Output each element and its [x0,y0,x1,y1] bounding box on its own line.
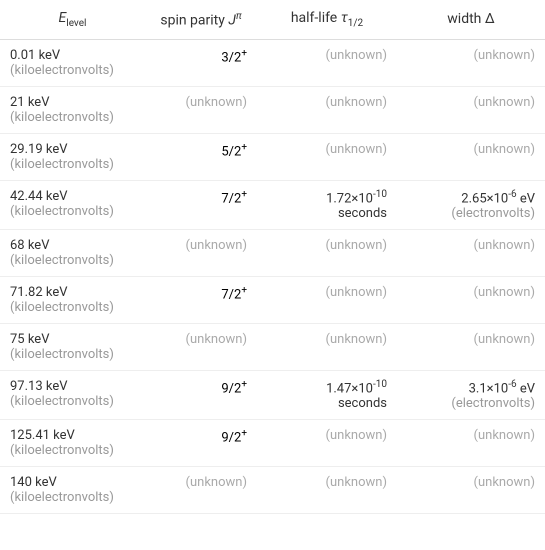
header-elevel: Elevel [0,0,145,39]
cell-width: (unknown) [397,324,545,371]
elevel-value: 97.13 keV [10,379,135,394]
cell-halflife: 1.72×10-10seconds [257,180,397,229]
elevel-unit: (kiloelectronvolts) [10,204,135,219]
cell-spin-parity: 7/2+ [145,277,257,324]
spin-superscript: + [241,189,247,200]
cell-elevel: 42.44 keV(kiloelectronvolts) [0,180,145,229]
cell-width: (unknown) [397,39,545,86]
spin-superscript: + [241,285,247,296]
cell-spin-parity: 5/2+ [145,133,257,180]
spin-superscript: + [241,379,247,390]
table-row: 75 keV(kiloelectronvolts)(unknown)(unkno… [0,324,545,371]
cell-elevel: 75 keV(kiloelectronvolts) [0,324,145,371]
halflife-value: 1.72×10-10 [267,189,387,206]
cell-halflife: (unknown) [257,277,397,324]
spin-value: 9/2 [221,381,241,396]
spin-value: 5/2 [221,144,241,159]
header-halflife: half-life τ1/2 [257,0,397,39]
width-unit: (electronvolts) [407,396,535,411]
spin-superscript: + [241,428,247,439]
cell-elevel: 125.41 keV(kiloelectronvolts) [0,420,145,467]
elevel-unit: (kiloelectronvolts) [10,110,135,125]
cell-elevel: 0.01 keV(kiloelectronvolts) [0,39,145,86]
cell-elevel: 21 keV(kiloelectronvolts) [0,86,145,133]
table-row: 21 keV(kiloelectronvolts)(unknown)(unkno… [0,86,545,133]
cell-width: (unknown) [397,133,545,180]
elevel-unit: (kiloelectronvolts) [10,443,135,458]
elevel-unit: (kiloelectronvolts) [10,490,135,505]
cell-elevel: 68 keV(kiloelectronvolts) [0,230,145,277]
header-width: width Δ [397,0,545,39]
header-spin-parity: spin parity Jπ [145,0,257,39]
elevel-value: 71.82 keV [10,285,135,300]
cell-spin-parity: 9/2+ [145,371,257,420]
spin-value: 7/2 [221,287,241,302]
cell-halflife: (unknown) [257,467,397,514]
cell-halflife: (unknown) [257,133,397,180]
spin-superscript: + [241,48,247,59]
spin-value: 3/2 [221,50,241,65]
table-row: 71.82 keV(kiloelectronvolts)7/2+(unknown… [0,277,545,324]
elevel-value: 68 keV [10,238,135,253]
elevel-value: 125.41 keV [10,428,135,443]
spin-superscript: + [241,142,247,153]
elevel-unit: (kiloelectronvolts) [10,253,135,268]
cell-spin-parity: (unknown) [145,324,257,371]
elevel-unit: (kiloelectronvolts) [10,157,135,172]
cell-halflife: (unknown) [257,230,397,277]
elevel-unit: (kiloelectronvolts) [10,347,135,362]
elevel-value: 75 keV [10,332,135,347]
spin-value: 9/2 [221,431,241,446]
cell-halflife: (unknown) [257,39,397,86]
cell-spin-parity: (unknown) [145,467,257,514]
cell-halflife: (unknown) [257,324,397,371]
table-row: 125.41 keV(kiloelectronvolts)9/2+(unknow… [0,420,545,467]
nuclear-levels-table: Elevel spin parity Jπ half-life τ1/2 wid… [0,0,545,514]
table-row: 42.44 keV(kiloelectronvolts)7/2+1.72×10-… [0,180,545,229]
elevel-unit: (kiloelectronvolts) [10,63,135,78]
width-unit: (electronvolts) [407,206,535,221]
elevel-unit: (kiloelectronvolts) [10,300,135,315]
width-value: 3.1×10-6 eV [407,379,535,396]
cell-spin-parity: 7/2+ [145,180,257,229]
elevel-value: 21 keV [10,95,135,110]
cell-spin-parity: 9/2+ [145,420,257,467]
table-row: 0.01 keV(kiloelectronvolts)3/2+(unknown)… [0,39,545,86]
elevel-value: 42.44 keV [10,189,135,204]
cell-elevel: 140 keV(kiloelectronvolts) [0,467,145,514]
cell-spin-parity: 3/2+ [145,39,257,86]
elevel-value: 0.01 keV [10,48,135,63]
cell-halflife: (unknown) [257,420,397,467]
elevel-unit: (kiloelectronvolts) [10,394,135,409]
cell-elevel: 97.13 keV(kiloelectronvolts) [0,371,145,420]
cell-width: (unknown) [397,230,545,277]
table-row: 68 keV(kiloelectronvolts)(unknown)(unkno… [0,230,545,277]
elevel-value: 29.19 keV [10,142,135,157]
halflife-unit: seconds [267,206,387,221]
table-row: 140 keV(kiloelectronvolts)(unknown)(unkn… [0,467,545,514]
table-row: 29.19 keV(kiloelectronvolts)5/2+(unknown… [0,133,545,180]
cell-width: 2.65×10-6 eV(electronvolts) [397,180,545,229]
cell-elevel: 71.82 keV(kiloelectronvolts) [0,277,145,324]
cell-width: (unknown) [397,277,545,324]
width-value: 2.65×10-6 eV [407,189,535,206]
cell-elevel: 29.19 keV(kiloelectronvolts) [0,133,145,180]
cell-spin-parity: (unknown) [145,86,257,133]
cell-width: (unknown) [397,86,545,133]
table-row: 97.13 keV(kiloelectronvolts)9/2+1.47×10-… [0,371,545,420]
cell-width: (unknown) [397,420,545,467]
cell-halflife: 1.47×10-10seconds [257,371,397,420]
cell-width: 3.1×10-6 eV(electronvolts) [397,371,545,420]
halflife-unit: seconds [267,396,387,411]
elevel-value: 140 keV [10,475,135,490]
cell-spin-parity: (unknown) [145,230,257,277]
cell-width: (unknown) [397,467,545,514]
halflife-value: 1.47×10-10 [267,379,387,396]
table-header-row: Elevel spin parity Jπ half-life τ1/2 wid… [0,0,545,39]
cell-halflife: (unknown) [257,86,397,133]
spin-value: 7/2 [221,191,241,206]
